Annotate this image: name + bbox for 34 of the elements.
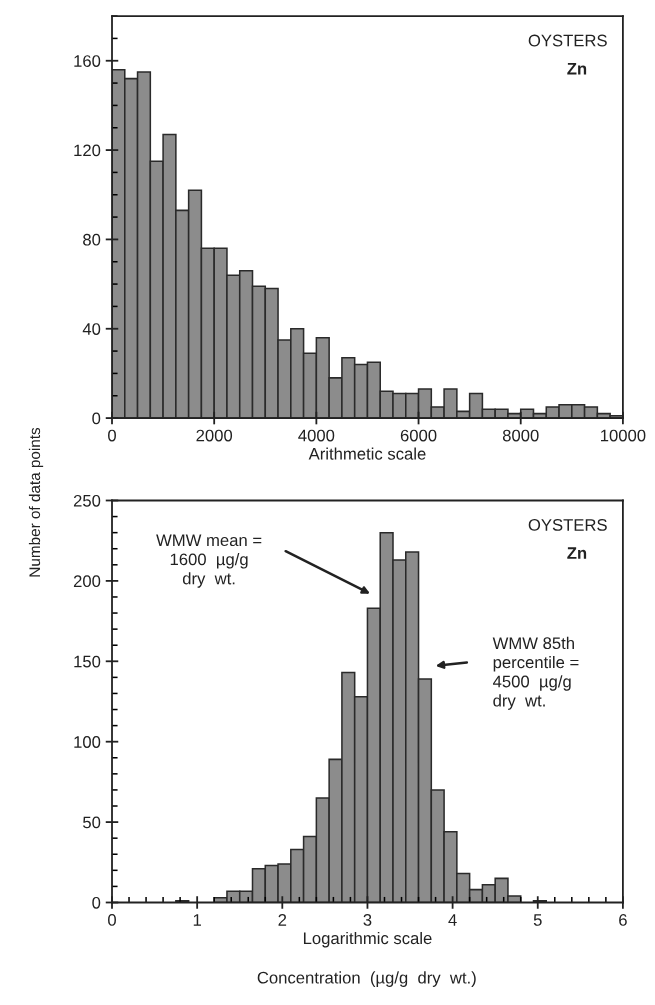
x-tick-label: 8000	[502, 429, 539, 442]
y-tick-label: 200	[73, 575, 101, 588]
y-tick-label: 0	[92, 412, 101, 425]
x-tick-label: 4	[448, 914, 457, 926]
y-tick-label: 250	[73, 494, 101, 507]
x-tick-label: 2000	[196, 429, 233, 442]
x-tick-label: 1	[193, 914, 201, 926]
x-tick-label: 10000	[601, 429, 646, 442]
y-tick-label: 80	[83, 233, 101, 246]
x-tick-label: 3	[363, 914, 372, 926]
annotation: Zn	[567, 547, 587, 559]
annotation: Zn	[567, 62, 587, 75]
x-axis-title: Logarithmic scale	[303, 931, 432, 948]
x-tick-label: 6000	[400, 429, 437, 442]
y-tick-label: 150	[74, 655, 101, 668]
x-tick-label: 6	[619, 914, 627, 926]
text: Concentration (µg/g dry wt.)	[257, 971, 476, 987]
y-tick-label: 50	[83, 816, 101, 829]
x-tick-label: 4000	[298, 429, 335, 442]
y-tick-label: 0	[92, 896, 101, 909]
y-axis-title: Number of data points	[28, 427, 44, 577]
annotation: WMW 85th percentile = 4500 µg/g dry wt.	[492, 636, 579, 710]
x-tick-label: 5	[533, 914, 542, 926]
x-axis-title: Arithmetic scale	[308, 447, 426, 460]
x-tick-label: 0	[108, 914, 116, 926]
annotation: OYSTERS	[528, 519, 607, 531]
annotation: OYSTERS	[528, 34, 607, 47]
y-tick-label: 100	[74, 736, 101, 748]
y-tick-label: 160	[74, 55, 101, 67]
x-tick-label: 2	[278, 914, 287, 926]
y-tick-label: 120	[74, 144, 101, 157]
x-tick-label: 0	[108, 429, 116, 442]
y-tick-label: 40	[82, 323, 101, 335]
annotation: WMW mean = 1600 µg/g dry wt.	[156, 534, 262, 588]
